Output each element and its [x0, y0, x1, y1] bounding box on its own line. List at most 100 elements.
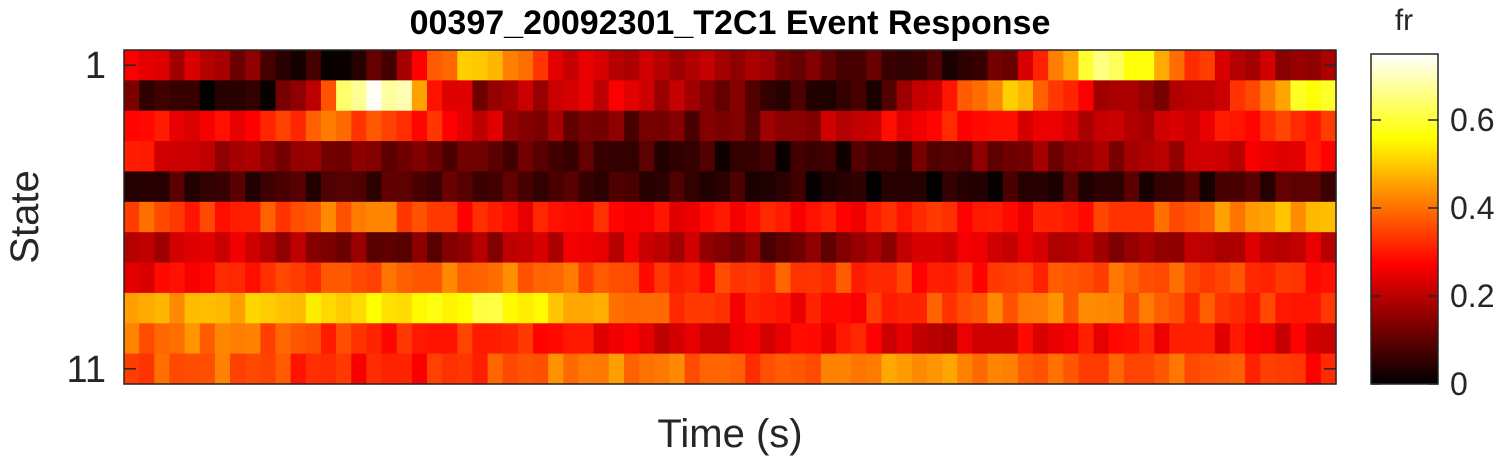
- heatmap-cell: [851, 171, 867, 203]
- heatmap-cell: [1260, 50, 1276, 81]
- heatmap-cell: [760, 110, 777, 142]
- y-tick-labels: 111: [67, 45, 106, 391]
- heatmap-cell: [381, 110, 398, 142]
- heatmap-cell: [184, 50, 201, 81]
- heatmap-cell: [1184, 80, 1201, 112]
- heatmap-cell: [351, 201, 367, 233]
- heatmap-cell: [911, 50, 928, 81]
- heatmap-cell: [124, 141, 140, 173]
- heatmap-cell: [442, 262, 458, 294]
- heatmap-cell: [184, 323, 201, 355]
- heatmap-cell: [1275, 323, 1292, 355]
- heatmap-cell: [214, 50, 231, 81]
- heatmap-cell: [184, 232, 201, 264]
- heatmap-cell: [836, 292, 852, 324]
- heatmap-cell: [305, 323, 322, 355]
- heatmap-cell: [427, 80, 443, 112]
- heatmap-cell: [866, 80, 883, 112]
- heatmap-cell: [305, 50, 322, 81]
- heatmap-cell: [1048, 323, 1064, 355]
- heatmap-cell: [1123, 141, 1140, 173]
- heatmap-cell: [290, 110, 307, 142]
- heatmap-cell: [775, 80, 792, 112]
- heatmap-cell: [563, 201, 580, 233]
- heatmap-cell: [154, 262, 171, 294]
- heatmap-cell: [427, 110, 443, 142]
- heatmap-cell: [472, 232, 489, 264]
- heatmap-cell: [866, 232, 883, 264]
- heatmap-cell: [184, 110, 201, 142]
- heatmap-cell: [608, 80, 625, 112]
- heatmap-cell: [987, 262, 1004, 294]
- heatmap-cell: [169, 171, 186, 203]
- heatmap-cell: [730, 292, 746, 324]
- heatmap-cell: [1139, 80, 1155, 112]
- heatmap-cell: [487, 353, 504, 385]
- heatmap-cell: [169, 141, 186, 173]
- heatmap-cell: [669, 323, 686, 355]
- heatmap-cell: [790, 232, 807, 264]
- heatmap-cell: [1063, 353, 1080, 385]
- heatmap-cell: [866, 323, 883, 355]
- colorbar-tick-label: 0.6: [1450, 102, 1494, 138]
- heatmap-cell: [533, 323, 549, 355]
- heatmap-cell: [896, 80, 913, 112]
- heatmap-cell: [411, 141, 428, 173]
- heatmap-cell: [836, 232, 852, 264]
- heatmap-cell: [1229, 292, 1246, 324]
- heatmap-cell: [1033, 171, 1049, 203]
- heatmap-cell: [154, 171, 171, 203]
- heatmap-cell: [942, 232, 958, 264]
- heatmap-cell: [1229, 50, 1246, 81]
- heatmap-cell: [1214, 171, 1231, 203]
- heatmap-cell: [639, 232, 655, 264]
- heatmap-cell: [214, 232, 231, 264]
- heatmap-cell: [790, 171, 807, 203]
- heatmap-cell: [699, 262, 716, 294]
- heatmap-cell: [957, 262, 973, 294]
- heatmap-cell: [957, 292, 973, 324]
- heatmap-cell: [1108, 141, 1125, 173]
- heatmap-cell: [1320, 201, 1337, 233]
- heatmap-cell: [1260, 201, 1276, 233]
- heatmap-cell: [926, 262, 943, 294]
- heatmap-cell: [1169, 262, 1186, 294]
- heatmap-cell: [881, 262, 898, 294]
- heatmap-cell: [351, 141, 367, 173]
- heatmap-cell: [472, 80, 489, 112]
- heatmap-cell: [745, 292, 761, 324]
- heatmap-cell: [851, 353, 867, 385]
- heatmap-cell: [760, 323, 777, 355]
- heatmap-cell: [593, 262, 610, 294]
- heatmap-cell: [1245, 80, 1261, 112]
- heatmap-cell: [169, 80, 186, 112]
- heatmap-cell: [381, 50, 398, 81]
- heatmap-cell: [351, 50, 367, 81]
- heatmap-cell: [1199, 110, 1216, 142]
- heatmap-cell: [199, 80, 216, 112]
- heatmap-cell: [472, 292, 489, 324]
- heatmap-cell: [926, 50, 943, 81]
- colorbar-tick-label: 0.4: [1450, 190, 1494, 226]
- heatmap-cell: [214, 323, 231, 355]
- heatmap-cell: [472, 201, 489, 233]
- heatmap-cell: [260, 353, 277, 385]
- heatmap-cell: [214, 292, 231, 324]
- heatmap-cell: [366, 171, 383, 203]
- heatmap-cell: [714, 80, 731, 112]
- heatmap-cell: [669, 171, 686, 203]
- heatmap-cell: [1290, 171, 1307, 203]
- heatmap-cell: [457, 141, 474, 173]
- heatmap-cell: [320, 201, 337, 233]
- heatmap-cell: [1123, 201, 1140, 233]
- heatmap-cell: [214, 262, 231, 294]
- heatmap-cell: [427, 171, 443, 203]
- heatmap-cell: [457, 201, 474, 233]
- heatmap-cell: [154, 80, 171, 112]
- heatmap-cell: [366, 110, 383, 142]
- heatmap-cell: [1078, 110, 1095, 142]
- heatmap-cell: [654, 80, 670, 112]
- heatmap-cell: [1290, 141, 1307, 173]
- heatmap-cell: [1017, 353, 1034, 385]
- heatmap-cell: [124, 110, 140, 142]
